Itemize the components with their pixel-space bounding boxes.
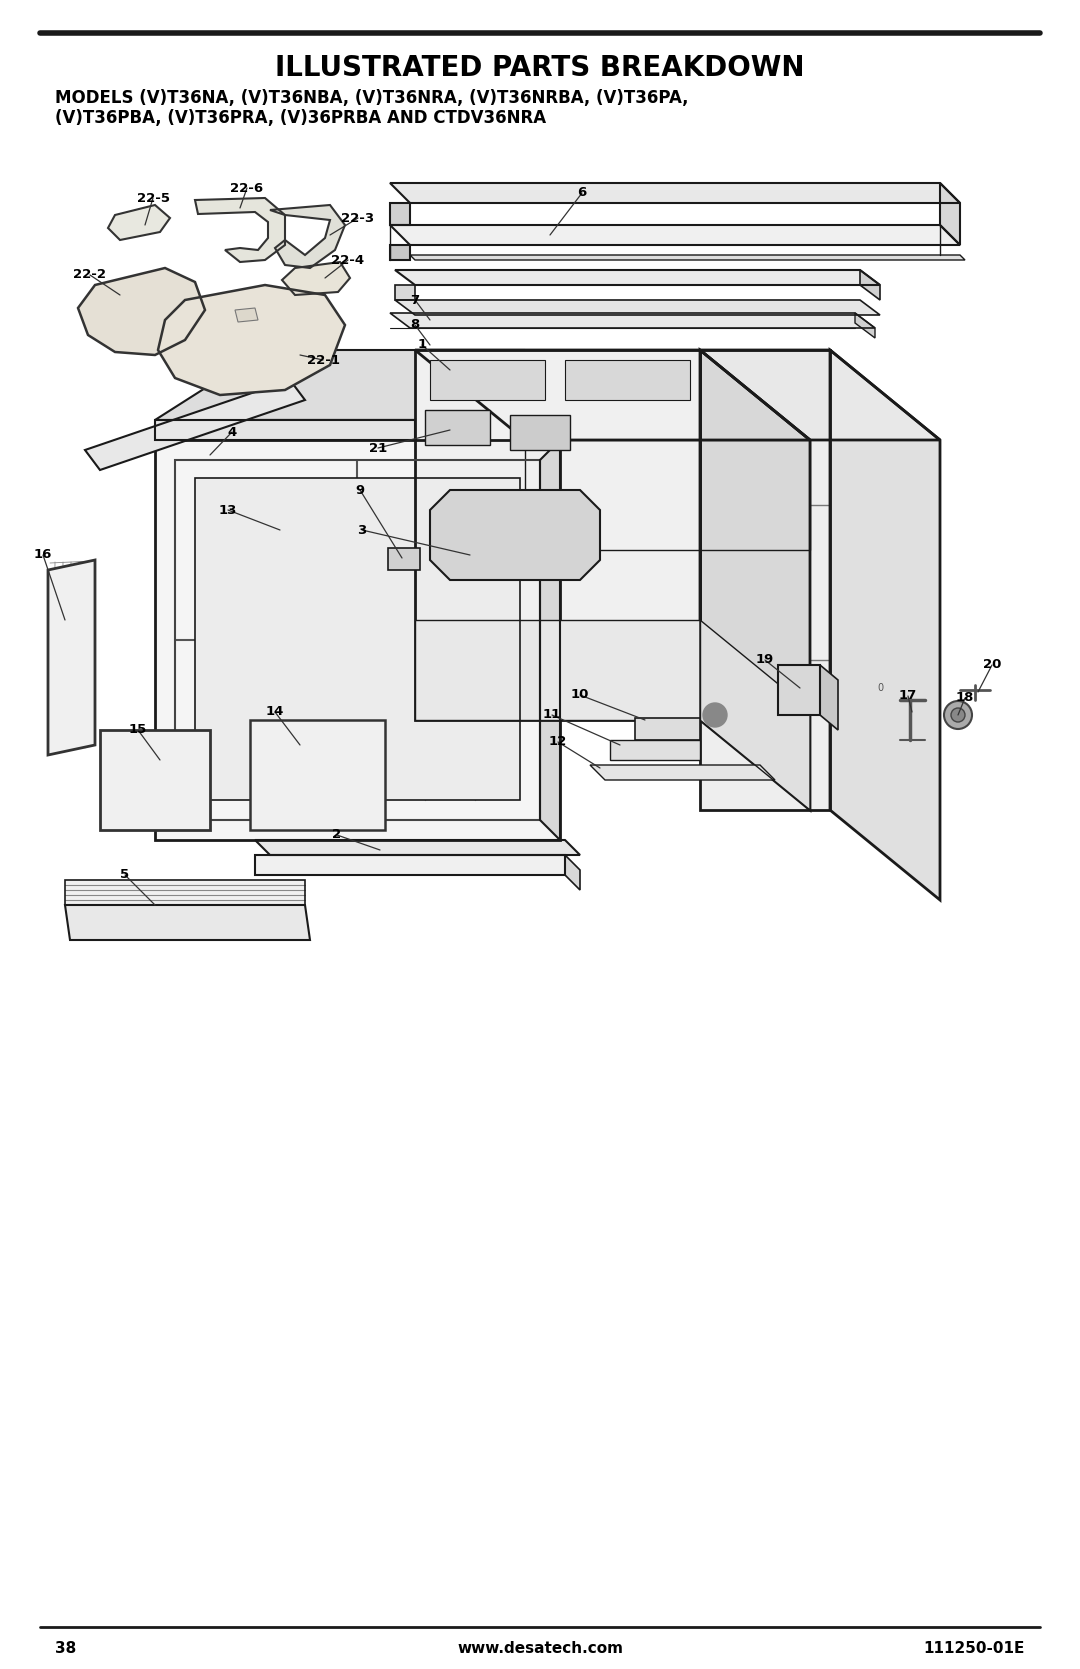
Polygon shape <box>156 421 415 441</box>
Polygon shape <box>255 855 565 875</box>
Polygon shape <box>635 718 700 739</box>
Polygon shape <box>156 350 525 421</box>
Polygon shape <box>610 739 700 759</box>
Polygon shape <box>700 350 810 809</box>
Polygon shape <box>940 184 960 245</box>
Polygon shape <box>415 350 700 719</box>
Polygon shape <box>700 350 940 441</box>
Polygon shape <box>855 314 875 339</box>
Text: MODELS (V)T36NA, (V)T36NBA, (V)T36NRA, (V)T36NRBA, (V)T36PA,: MODELS (V)T36NA, (V)T36NBA, (V)T36NRA, (… <box>55 88 689 107</box>
Polygon shape <box>78 269 205 355</box>
Polygon shape <box>430 361 545 401</box>
Polygon shape <box>700 350 831 809</box>
Polygon shape <box>390 184 960 204</box>
Polygon shape <box>195 477 519 799</box>
Text: 3: 3 <box>357 524 366 536</box>
Polygon shape <box>65 880 305 905</box>
Polygon shape <box>65 905 310 940</box>
Polygon shape <box>282 262 350 295</box>
Text: 2: 2 <box>333 828 341 841</box>
Text: 22-3: 22-3 <box>341 212 375 225</box>
Text: 38: 38 <box>55 1641 77 1656</box>
Circle shape <box>703 703 727 728</box>
Text: 13: 13 <box>219 504 238 516</box>
Text: 22-1: 22-1 <box>307 354 339 367</box>
Polygon shape <box>510 416 570 451</box>
Polygon shape <box>200 421 415 441</box>
Polygon shape <box>415 350 810 441</box>
Polygon shape <box>395 300 880 315</box>
Text: 19: 19 <box>756 654 774 666</box>
Polygon shape <box>48 561 95 754</box>
Text: 15: 15 <box>129 723 147 736</box>
Polygon shape <box>860 270 880 300</box>
Text: www.desatech.com: www.desatech.com <box>457 1641 623 1656</box>
Polygon shape <box>430 491 600 581</box>
Text: 21: 21 <box>369 442 387 454</box>
Polygon shape <box>108 205 170 240</box>
Polygon shape <box>540 441 561 840</box>
Text: 5: 5 <box>121 868 130 881</box>
Text: 11: 11 <box>543 709 562 721</box>
Text: 1: 1 <box>418 339 427 352</box>
Polygon shape <box>395 270 880 285</box>
Polygon shape <box>390 245 410 260</box>
Polygon shape <box>156 441 561 840</box>
Polygon shape <box>426 411 490 446</box>
Polygon shape <box>590 764 775 779</box>
Polygon shape <box>410 255 966 260</box>
Text: 0: 0 <box>877 683 883 693</box>
Text: 20: 20 <box>983 659 1001 671</box>
Polygon shape <box>235 309 258 322</box>
Polygon shape <box>525 441 810 551</box>
Polygon shape <box>255 840 580 855</box>
Text: 22-4: 22-4 <box>332 254 365 267</box>
Polygon shape <box>820 664 838 729</box>
Text: 8: 8 <box>410 319 420 332</box>
Polygon shape <box>565 855 580 890</box>
Text: 10: 10 <box>571 689 590 701</box>
Text: 6: 6 <box>578 187 586 200</box>
Polygon shape <box>395 285 415 300</box>
Text: 14: 14 <box>266 706 284 718</box>
Polygon shape <box>249 719 384 829</box>
Text: 16: 16 <box>33 549 52 561</box>
Polygon shape <box>195 199 285 262</box>
Text: 22-2: 22-2 <box>73 269 107 282</box>
Polygon shape <box>778 664 820 714</box>
Text: 22-5: 22-5 <box>136 192 170 205</box>
Text: 17: 17 <box>899 689 917 703</box>
Text: 111250-01E: 111250-01E <box>923 1641 1025 1656</box>
Polygon shape <box>390 314 875 329</box>
Text: 9: 9 <box>355 484 365 496</box>
Polygon shape <box>390 204 410 225</box>
Polygon shape <box>415 619 700 719</box>
Polygon shape <box>390 225 960 245</box>
Text: 18: 18 <box>956 691 974 704</box>
Polygon shape <box>85 381 305 471</box>
Circle shape <box>951 708 966 723</box>
Text: 12: 12 <box>549 736 567 748</box>
Polygon shape <box>158 285 345 396</box>
Polygon shape <box>270 205 345 269</box>
Text: (V)T36PBA, (V)T36PRA, (V)36PRBA AND CTDV36NRA: (V)T36PBA, (V)T36PRA, (V)36PRBA AND CTDV… <box>55 108 546 127</box>
Polygon shape <box>100 729 210 829</box>
Circle shape <box>944 701 972 729</box>
Polygon shape <box>700 619 810 809</box>
Text: 22-6: 22-6 <box>230 182 264 195</box>
Text: 4: 4 <box>228 426 237 439</box>
Text: ILLUSTRATED PARTS BREAKDOWN: ILLUSTRATED PARTS BREAKDOWN <box>275 53 805 82</box>
Polygon shape <box>831 350 940 900</box>
Polygon shape <box>565 361 690 401</box>
Polygon shape <box>388 547 420 571</box>
Text: 7: 7 <box>410 294 419 307</box>
